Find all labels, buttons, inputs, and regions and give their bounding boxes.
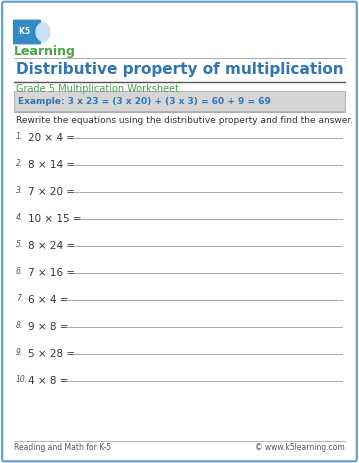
Text: 6 × 4 =: 6 × 4 = bbox=[28, 295, 69, 305]
Text: 9 × 8 =: 9 × 8 = bbox=[28, 322, 69, 332]
Text: Reading and Math for K-5: Reading and Math for K-5 bbox=[14, 443, 111, 452]
Text: © www.k5learning.com: © www.k5learning.com bbox=[255, 443, 345, 452]
Text: 4 × 8 =: 4 × 8 = bbox=[28, 376, 69, 386]
Circle shape bbox=[36, 23, 50, 41]
Text: 7 × 20 =: 7 × 20 = bbox=[28, 187, 75, 197]
Text: Example: 3 x 23 = (3 x 20) + (3 x 3) = 60 + 9 = 69: Example: 3 x 23 = (3 x 20) + (3 x 3) = 6… bbox=[18, 96, 271, 106]
Bar bbox=[14, 91, 345, 111]
Text: 7.: 7. bbox=[16, 294, 23, 303]
Text: 4.: 4. bbox=[16, 213, 23, 222]
Text: Rewrite the equations using the distributive property and find the answer.: Rewrite the equations using the distribu… bbox=[16, 116, 353, 125]
Text: 20 × 4 =: 20 × 4 = bbox=[28, 133, 75, 143]
FancyBboxPatch shape bbox=[13, 19, 41, 44]
Text: 6.: 6. bbox=[16, 267, 23, 276]
Text: 8 × 24 =: 8 × 24 = bbox=[28, 241, 75, 251]
Text: 8.: 8. bbox=[16, 321, 23, 330]
Text: Learning: Learning bbox=[14, 45, 76, 58]
Text: 8 × 14 =: 8 × 14 = bbox=[28, 160, 75, 170]
Text: 5: 5 bbox=[24, 27, 29, 37]
Text: K: K bbox=[18, 27, 24, 37]
Text: 5.: 5. bbox=[16, 240, 23, 249]
Text: 10 × 15 =: 10 × 15 = bbox=[28, 214, 81, 224]
Text: 7 × 16 =: 7 × 16 = bbox=[28, 268, 75, 278]
Text: Distributive property of multiplication: Distributive property of multiplication bbox=[16, 62, 344, 77]
Text: 1.: 1. bbox=[16, 132, 23, 141]
Text: 5 × 28 =: 5 × 28 = bbox=[28, 349, 75, 359]
Text: 3.: 3. bbox=[16, 186, 23, 195]
Text: 2.: 2. bbox=[16, 159, 23, 168]
Text: 10.: 10. bbox=[16, 375, 28, 384]
Text: Grade 5 Multiplication Worksheet: Grade 5 Multiplication Worksheet bbox=[16, 84, 179, 94]
Text: 9.: 9. bbox=[16, 348, 23, 357]
